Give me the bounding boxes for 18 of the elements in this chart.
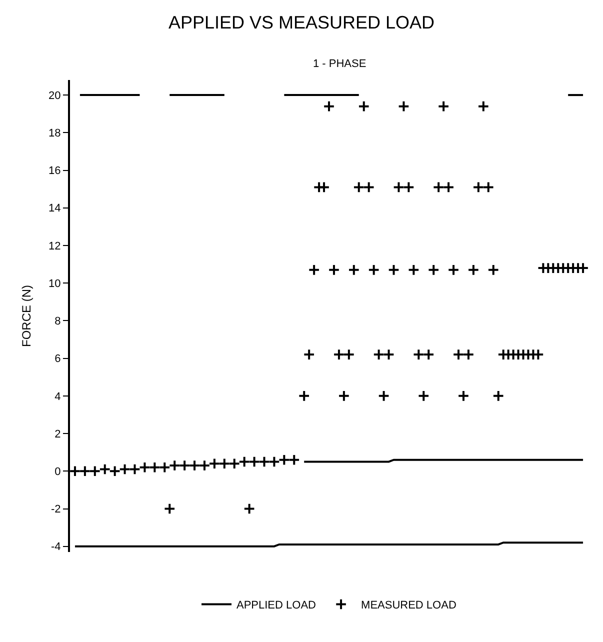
y-tick-label: -4 xyxy=(51,541,61,554)
y-tick-label: 12 xyxy=(48,240,61,252)
y-tick-label: 4 xyxy=(54,390,61,403)
y-tick-label: 0 xyxy=(54,466,61,478)
y-tick-label: 8 xyxy=(54,316,61,328)
y-tick-label: 10 xyxy=(48,278,61,290)
y-tick-label: 16 xyxy=(48,165,61,178)
y-tick-label: 6 xyxy=(54,353,61,366)
chart-title: APPLIED VS MEASURED LOAD xyxy=(168,12,435,33)
y-tick-label: 18 xyxy=(48,128,61,140)
legend-label: MEASURED LOAD xyxy=(361,600,456,612)
y-tick-label: -2 xyxy=(51,504,61,516)
y-tick-label: 2 xyxy=(54,428,61,440)
text: 1 - PHASE xyxy=(313,58,366,70)
y-tick-label: 20 xyxy=(48,90,61,102)
legend-label: APPLIED LOAD xyxy=(236,600,316,612)
y-axis-title: FORCE (N) xyxy=(19,285,34,347)
y-tick-label: 14 xyxy=(48,202,61,215)
